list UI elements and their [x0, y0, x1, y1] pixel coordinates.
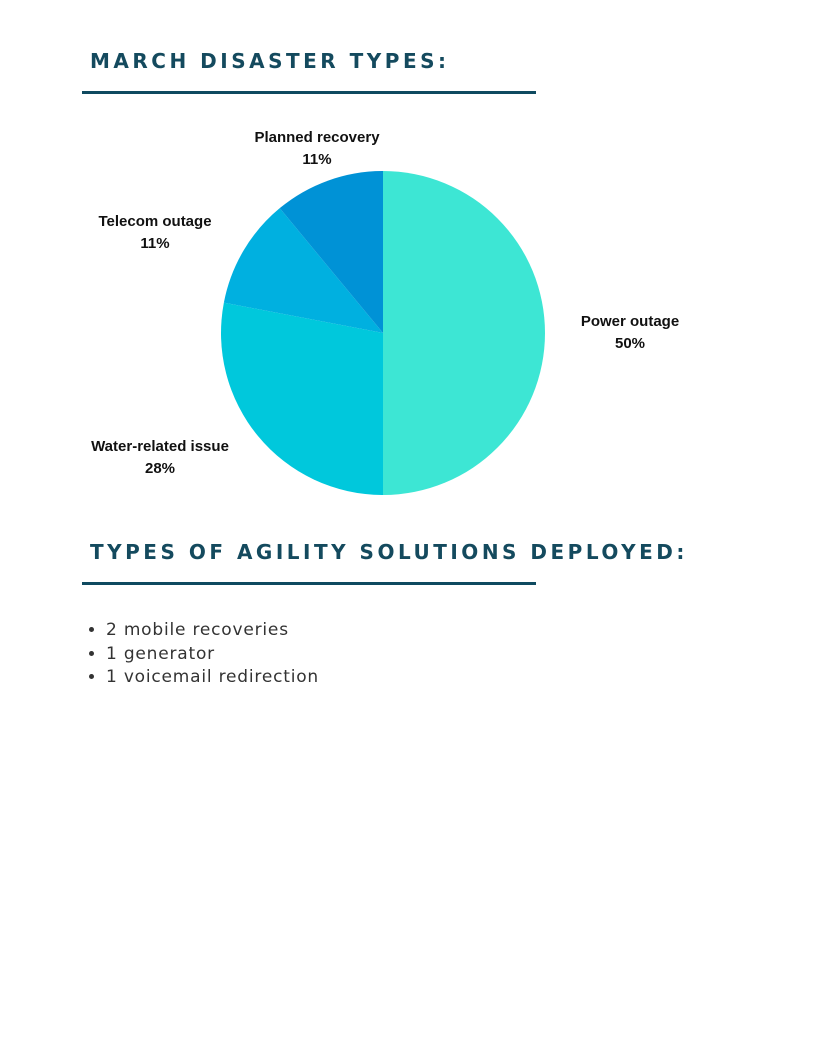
pie-slice	[279, 171, 383, 333]
pie-slice	[223, 208, 383, 333]
slice-label: Telecom outage	[98, 213, 211, 230]
slice-label: Planned recovery	[254, 129, 380, 146]
pie-chart: Power outage 50% Water-related issue 28% Tel…	[91, 129, 679, 495]
list-item: 2 mobile recoveries	[106, 619, 319, 643]
pie-slice	[221, 302, 383, 495]
solution-list: 2 mobile recoveries1 generator1 voicemai…	[88, 619, 319, 690]
slice-label: Power outage	[581, 313, 679, 330]
slice-value-label: 50%	[615, 335, 645, 352]
divider	[82, 582, 536, 585]
section-title: TYPES OF AGILITY SOLUTIONS DEPLOYED:	[90, 540, 688, 564]
section-title: MARCH DISASTER TYPES:	[90, 49, 450, 73]
divider	[82, 91, 536, 94]
list-item: 1 voicemail redirection	[106, 666, 319, 690]
slice-value-label: 28%	[145, 460, 175, 477]
slice-label: Water-related issue	[91, 438, 229, 455]
slice-value-label: 11%	[302, 151, 331, 168]
list-item: 1 generator	[106, 643, 319, 667]
pie-slice	[383, 171, 545, 495]
slice-value-label: 11%	[140, 235, 169, 252]
